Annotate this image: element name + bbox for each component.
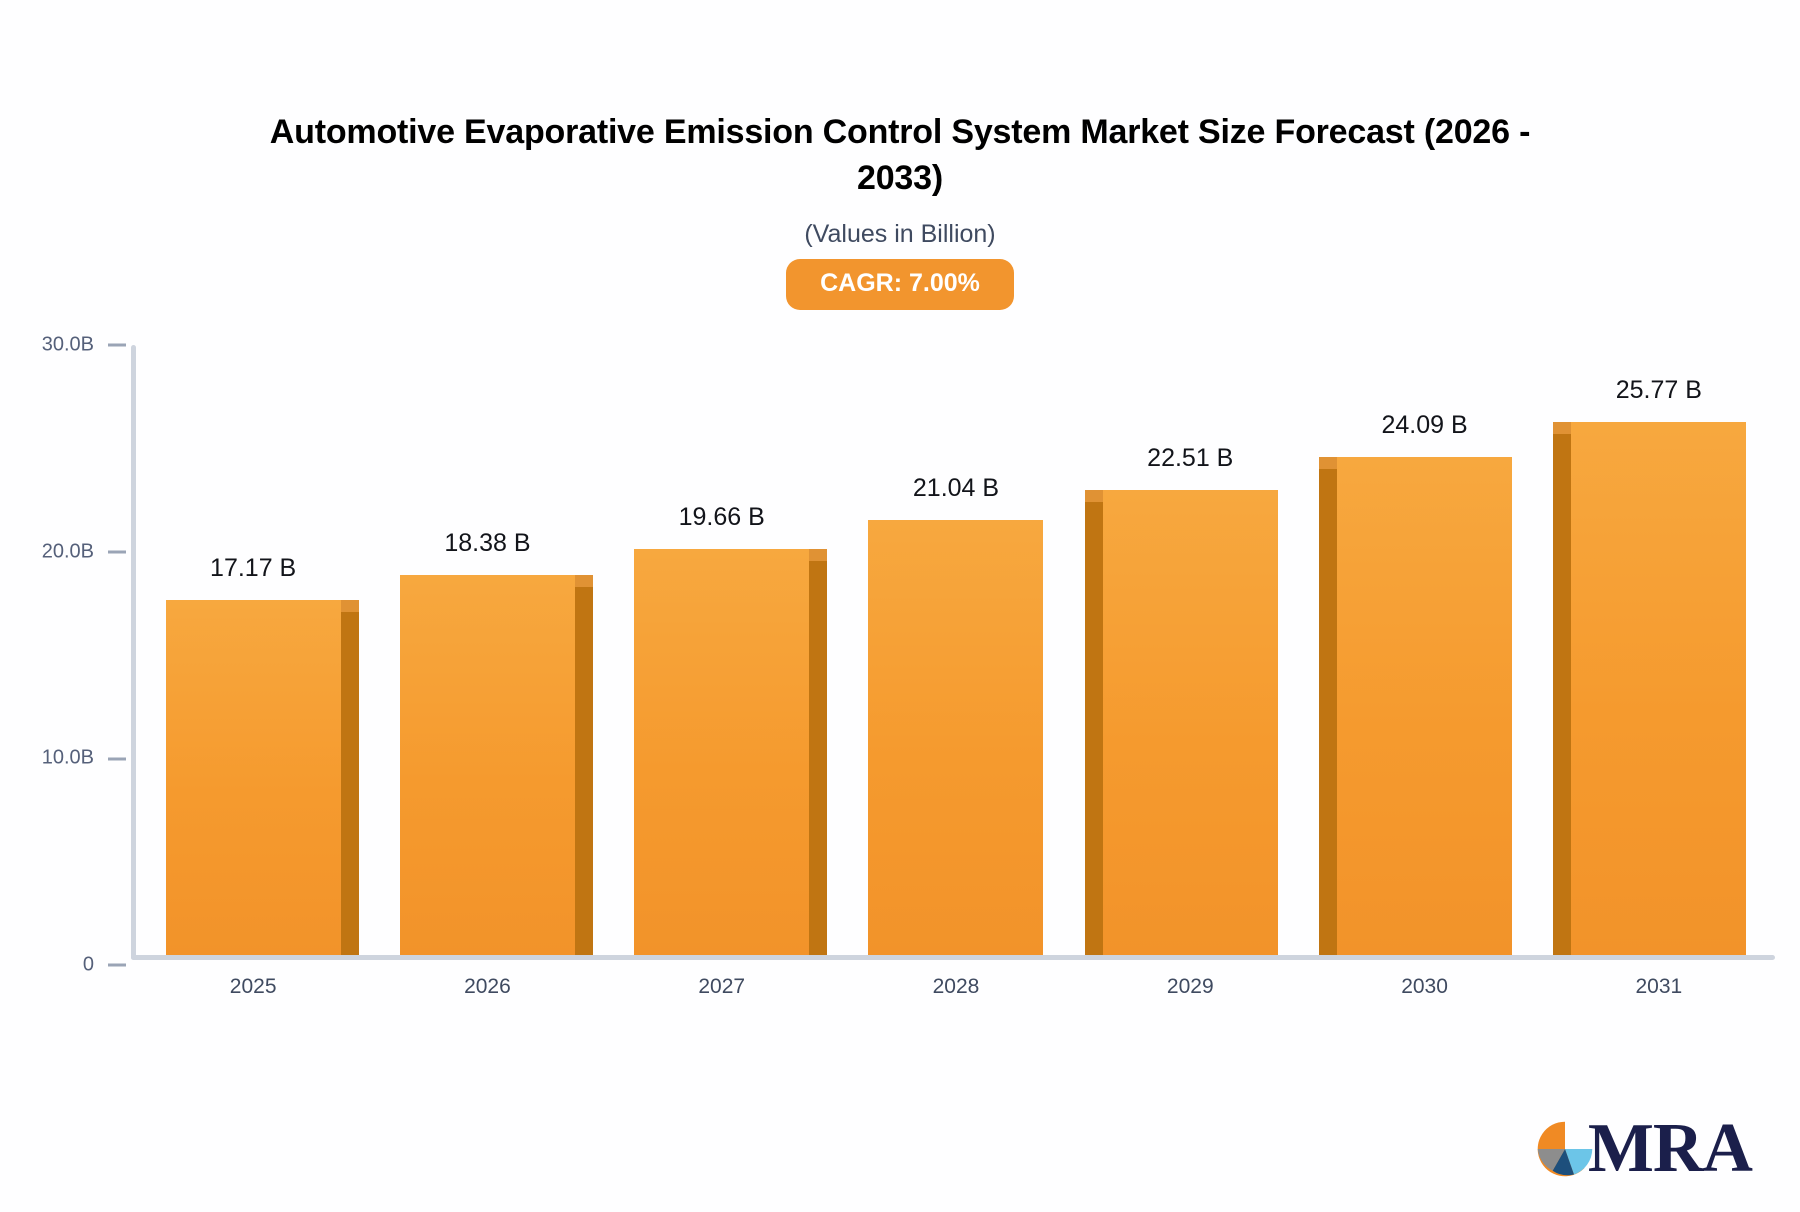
bar-slot: 18.38 B — [370, 335, 604, 955]
y-axis-tick-text: 10.0B — [41, 746, 94, 769]
x-axis-line — [131, 955, 1775, 960]
x-axis-tick-label: 2027 — [698, 975, 746, 998]
cagr-badge-wrap: CAGR: 7.00% — [0, 258, 1800, 311]
bar-value-label: 17.17 B — [210, 554, 297, 583]
bar-value-label: 22.51 B — [1147, 443, 1234, 472]
bar[interactable]: 24.09 B — [1319, 411, 1513, 955]
x-axis-labels: 2025 2026 2027 2028 2029 2030 2031 — [136, 975, 1776, 999]
bar-side-face — [809, 560, 828, 955]
bar-front-face — [1337, 457, 1513, 955]
bar[interactable]: 25.77 B — [1553, 376, 1747, 955]
bar-top-face — [1084, 489, 1103, 502]
x-axis-tick-label: 2025 — [229, 975, 277, 998]
y-axis-tick-mark — [108, 963, 126, 967]
bar-side-face — [1553, 434, 1572, 955]
bar[interactable]: 19.66 B — [634, 503, 828, 955]
y-axis-tick-text: 0 — [82, 953, 94, 976]
x-axis-tick-label: 2030 — [1401, 975, 1448, 998]
chart-header: Automotive Evaporative Emission Control … — [0, 110, 1800, 311]
bar-top-face — [574, 575, 593, 588]
y-axis-tick-mark — [108, 757, 126, 761]
bar-slot: 25.77 B — [1542, 335, 1776, 955]
plot-area: 0 10.0B 20.0B 30.0B 17.17 B 18.38 B 19.66 B 21… — [0, 334, 1800, 998]
bar-front-face — [1571, 422, 1747, 955]
bar-slot: 19.66 B — [605, 335, 839, 955]
bar[interactable]: 21.04 B — [868, 474, 1044, 955]
y-axis-tick-mark — [108, 550, 126, 554]
y-axis-tick-text: 20.0B — [41, 540, 94, 563]
y-axis-tick-label: 20.0B — [0, 540, 126, 563]
chart-subtitle: (Values in Billion) — [804, 219, 996, 248]
bar-value-label: 24.09 B — [1381, 411, 1468, 440]
bar-front-face — [634, 548, 810, 955]
bar-value-label: 25.77 B — [1615, 376, 1702, 405]
bar-slot: 24.09 B — [1307, 335, 1541, 955]
bar-front-face — [399, 575, 575, 955]
bar-top-face — [809, 548, 828, 561]
bar-front-face — [868, 520, 1044, 955]
pie-chart-icon — [1537, 1121, 1593, 1177]
bar-value-label: 19.66 B — [678, 502, 765, 531]
bar-side-face — [340, 612, 359, 955]
y-axis-tick-label: 10.0B — [0, 747, 126, 770]
page-title: Automotive Evaporative Emission Control … — [269, 113, 1531, 197]
bar[interactable]: 18.38 B — [399, 529, 593, 955]
y-axis-tick-mark — [108, 343, 126, 347]
bar-top-face — [1553, 422, 1572, 435]
bar-side-face — [1319, 469, 1338, 955]
bar-top-face — [340, 600, 359, 613]
y-axis-tick-text: 30.0B — [41, 333, 94, 356]
bar-side-face — [574, 587, 593, 955]
bar-top-face — [1319, 457, 1338, 470]
bar-slot: 21.04 B — [839, 335, 1073, 955]
status-badge: CAGR: 7.00% — [786, 258, 1014, 311]
mra-logo: MRA — [1534, 1110, 1753, 1187]
bar[interactable]: 17.17 B — [165, 554, 359, 955]
y-axis-tick-label: 30.0B — [0, 334, 126, 357]
logo-text: MRA — [1587, 1110, 1753, 1187]
bar-slot: 17.17 B — [136, 335, 370, 955]
bar-side-face — [1084, 501, 1103, 955]
bar[interactable]: 22.51 B — [1084, 444, 1278, 955]
bar-front-face — [1102, 489, 1278, 955]
bar-value-label: 21.04 B — [912, 474, 1000, 503]
x-axis-tick-label: 2031 — [1635, 975, 1683, 998]
bar-slot: 22.51 B — [1073, 335, 1307, 955]
x-axis-tick-label: 2026 — [464, 975, 511, 998]
y-axis-line — [131, 345, 136, 960]
x-axis-tick-label: 2029 — [1166, 975, 1214, 998]
bar-value-label: 18.38 B — [444, 529, 531, 558]
x-axis-tick-label: 2028 — [932, 975, 980, 998]
y-axis-tick-label: 0 — [0, 954, 126, 977]
bar-series: 17.17 B 18.38 B 19.66 B 21.04 B 22.51 B 24.09… — [136, 335, 1776, 955]
bar-front-face — [165, 600, 341, 955]
